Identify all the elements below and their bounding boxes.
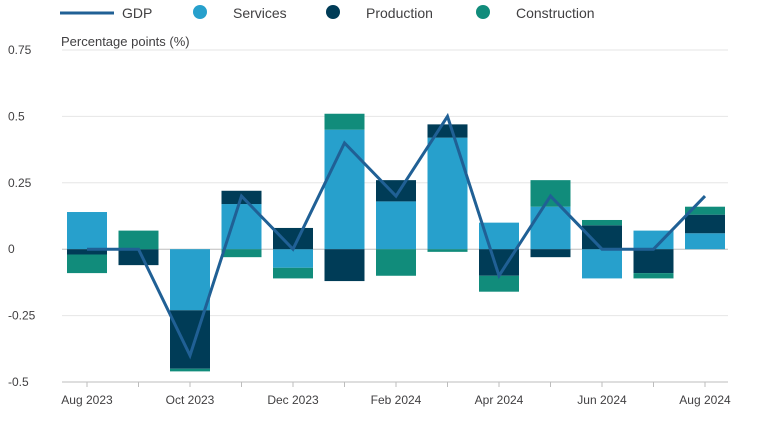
y-tick-label: -0.5 — [8, 375, 29, 389]
bar-construction-dec-2023 — [273, 267, 313, 279]
bar-production-aug-2023 — [67, 249, 107, 255]
bar-construction-may-2024 — [530, 180, 571, 207]
bar-construction-sep-2023 — [118, 230, 159, 250]
legend-dot-swatch — [326, 5, 340, 19]
bar-production-may-2024 — [530, 249, 571, 258]
bar-services-dec-2023 — [273, 249, 313, 268]
y-tick-label: 0.25 — [8, 176, 32, 190]
bar-services-mar-2024 — [427, 137, 468, 250]
x-tick-label: Jun 2024 — [577, 393, 627, 407]
y-tick-label: -0.25 — [8, 309, 36, 323]
bar-services-jan-2024 — [324, 129, 365, 250]
bar-services-aug-2024 — [685, 233, 725, 250]
x-tick-label: Dec 2023 — [267, 393, 319, 407]
y-tick-label: 0.75 — [8, 43, 32, 57]
x-axis: Aug 2023 Oct 2023 Dec 2023 Feb 2024 Apr 2024… — [61, 381, 731, 407]
legend-label: Services — [233, 5, 287, 21]
bar-services-oct-2023 — [170, 249, 210, 311]
x-tick-label: Aug 2024 — [679, 393, 731, 407]
bar-construction-aug-2024 — [685, 206, 725, 215]
legend-label: Production — [366, 5, 433, 21]
bar-production-oct-2023 — [170, 310, 210, 369]
legend-item-construction: Construction — [476, 5, 595, 21]
gdp-line-group — [87, 112, 707, 360]
bar-construction-oct-2023 — [170, 368, 210, 372]
y-axis-ticks: -0.5 -0.25 0 0.25 0.5 0.75 — [8, 43, 36, 389]
bar-construction-jul-2024 — [633, 273, 674, 279]
bar-construction-jan-2024 — [324, 113, 365, 130]
x-tick-label: Aug 2023 — [61, 393, 113, 407]
bar-production-jun-2024 — [582, 225, 622, 250]
bar-production-aug-2024 — [685, 214, 725, 234]
legend-item-services: Services — [193, 5, 287, 21]
bar-construction-feb-2024 — [376, 249, 416, 276]
y-axis-label: Percentage points (%) — [61, 34, 190, 49]
bar-services-aug-2023 — [67, 212, 107, 250]
x-tick-label: Oct 2023 — [166, 393, 215, 407]
y-tick-label: 0 — [8, 242, 15, 256]
legend: Services Production Construction GDP — [60, 5, 595, 21]
bar-construction-mar-2024 — [427, 249, 468, 252]
bar-production-dec-2023 — [273, 227, 313, 250]
bar-construction-nov-2023 — [221, 249, 262, 258]
bar-services-jul-2024 — [633, 230, 674, 250]
bar-services-feb-2024 — [376, 201, 416, 250]
legend-item-production: Production — [326, 5, 433, 21]
y-tick-label: 0.5 — [8, 109, 25, 123]
bars — [67, 113, 725, 372]
bar-production-jan-2024 — [324, 249, 365, 282]
legend-dot-swatch — [193, 5, 207, 19]
legend-label: GDP — [122, 5, 152, 21]
bar-services-jun-2024 — [582, 249, 622, 279]
bar-construction-jun-2024 — [582, 219, 622, 226]
x-tick-label: Apr 2024 — [475, 393, 524, 407]
legend-dot-swatch — [476, 5, 490, 19]
x-tick-label: Feb 2024 — [371, 393, 422, 407]
legend-item-gdp: GDP — [60, 5, 152, 21]
bar-construction-apr-2024 — [479, 275, 519, 292]
bar-construction-aug-2023 — [67, 254, 107, 274]
legend-label: Construction — [516, 5, 595, 21]
gdp-line — [87, 112, 707, 360]
bar-production-jul-2024 — [633, 249, 674, 274]
bar-production-sep-2023 — [118, 249, 159, 266]
bar-services-may-2024 — [530, 206, 571, 250]
